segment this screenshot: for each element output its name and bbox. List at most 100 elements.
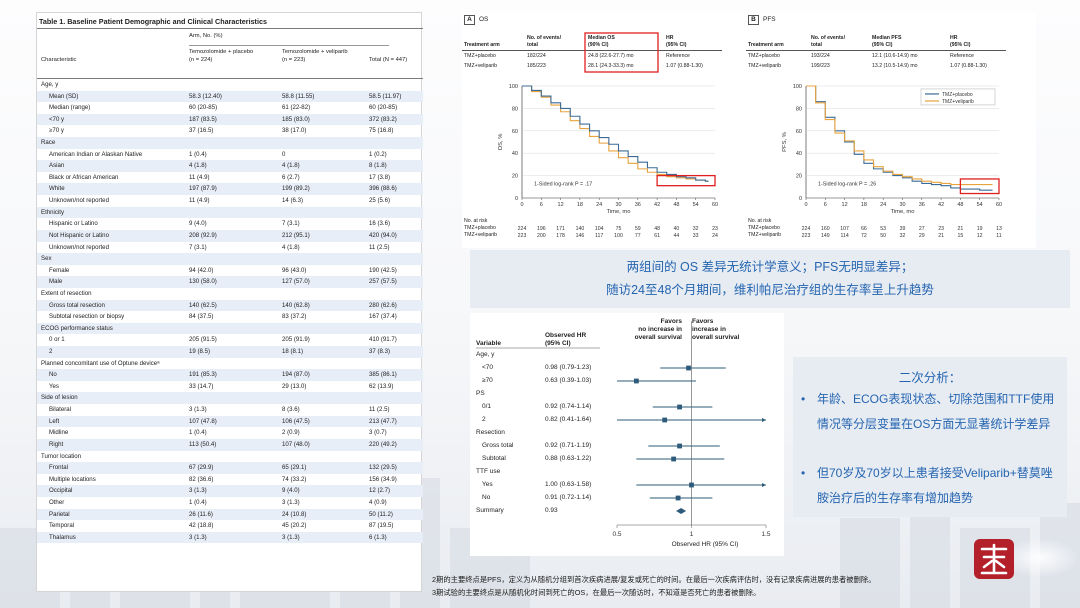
table-cell-placebo: 1 (0.4) xyxy=(189,498,207,506)
table-row: No 191 (85.3) 194 (87.0) 385 (86.1) xyxy=(37,369,423,381)
table-cell-label: ≥70 y xyxy=(49,127,64,135)
pfs-header-arm: Treatment arm xyxy=(748,42,784,48)
table-cell-placebo: 205 (91.5) xyxy=(189,336,217,344)
y-tick-label: 0 xyxy=(799,196,802,202)
os-header-rule xyxy=(462,50,722,51)
table-cell-placebo: 84 (37.5) xyxy=(189,313,214,321)
os-row1-arm: TMZ+placebo xyxy=(464,53,496,59)
at-risk-count: 100 xyxy=(614,233,623,239)
table-cell-placebo: 191 (85.3) xyxy=(189,371,217,379)
pfs-header-rule xyxy=(746,50,1006,51)
x-axis-label: Time, mo xyxy=(607,209,631,215)
summary-line-1: 两组间的 OS 差异无统计学意义；PFS无明显差异； xyxy=(626,260,914,274)
table-cell-veliparib: 0 xyxy=(282,150,286,158)
table-cell-label: Asian xyxy=(49,162,65,170)
table-cell-total: 190 (42.5) xyxy=(369,266,397,274)
x-tick-label: 54 xyxy=(977,202,983,208)
x-tick-label: 12 xyxy=(842,202,848,208)
pfs-row1-events: 193/224 xyxy=(811,53,830,59)
pfs-at-risk-veliparib-label: TMZ+veliparib xyxy=(748,232,782,238)
table-cell-placebo: 107 (47.8) xyxy=(189,417,217,425)
table-row: Ethnicity xyxy=(37,206,423,219)
forest-row-label: Gross total xyxy=(482,442,514,449)
table-cell-label: Midline xyxy=(49,429,69,437)
table-cell-label: Female xyxy=(49,266,70,274)
os-row2-arm: TMZ+veliparib xyxy=(464,63,498,69)
forest-favors-right-3: overall survival xyxy=(692,334,740,341)
table-row: Temporal 42 (18.8) 45 (20.2) 87 (19.5) xyxy=(37,520,423,532)
seal-logo-icon xyxy=(974,539,1014,579)
table-cell-placebo: 187 (83.5) xyxy=(189,115,217,123)
os-panel-letter: A xyxy=(464,15,475,25)
table-cell-veliparib: 127 (57.0) xyxy=(282,278,310,286)
table-cell-label: Temporal xyxy=(49,522,75,530)
forest-row-label: Subtotal xyxy=(482,455,506,462)
forest-row-label: Summary xyxy=(476,507,504,514)
table-cell-label: No xyxy=(49,371,57,379)
table-cell-veliparib: 185 (83.0) xyxy=(282,115,310,123)
x-tick-label: 48 xyxy=(673,202,679,208)
forest-row-ci: 0.92 (0.74-1.14) xyxy=(545,403,592,410)
table-cell-placebo: 113 (50.4) xyxy=(189,440,217,448)
y-tick-label: 100 xyxy=(793,84,802,90)
table-cell-placebo: 82 (36.6) xyxy=(189,475,214,483)
x-tick-label: 6 xyxy=(824,202,827,208)
logrank-label: 1-Sided log-rank P = .26 xyxy=(818,182,876,188)
footnote-1: 2期的主要终点是PFS，定义为从随机分组到首次疾病进展/复发或死亡的时间。在最后… xyxy=(432,575,876,584)
table-row: Median (range) 60 (20-85) 61 (22-82) 60 (20… xyxy=(37,102,423,114)
table-cell-label: Unknown/not reported xyxy=(49,243,109,251)
pfs-panel-letter: B xyxy=(748,15,759,25)
table-cell-placebo: 130 (58.0) xyxy=(189,278,217,286)
table-cell-placebo: 37 (16.5) xyxy=(189,127,214,135)
table-cell-total: 50 (11.2) xyxy=(369,510,393,518)
table-cell-label: Unknown/not reported xyxy=(49,197,109,205)
table-row: Yes 33 (14.7) 29 (13.0) 62 (13.9) xyxy=(37,381,423,393)
baseline-characteristics-table: Table 1. Baseline Patient Demographic an… xyxy=(36,12,423,592)
bullet-dot-icon: • xyxy=(801,466,806,480)
hr-point xyxy=(633,378,639,384)
forest-favors-left-3: overall survival xyxy=(634,334,682,341)
forest-row-ci: 0.63 (0.39-1.03) xyxy=(545,377,592,384)
os-row1-hr: Reference xyxy=(666,53,690,59)
legend-label-veliparib: TMZ+veliparib xyxy=(942,99,974,105)
x-axis-label: Time, mo xyxy=(891,209,915,215)
os-row2-hr: 1.07 (0.88-1.30) xyxy=(666,63,703,69)
at-risk-count: 32 xyxy=(693,226,699,232)
table-cell-label: Extent of resection xyxy=(41,289,92,297)
table-cell-label: Age, y xyxy=(41,81,59,88)
table-cell-total: 396 (88.6) xyxy=(369,185,397,193)
table-header-characteristic: Characteristic xyxy=(41,57,77,63)
at-risk-count: 29 xyxy=(919,233,925,239)
forest-row-label: ≥70 xyxy=(482,377,493,384)
os-header-events-2: total xyxy=(527,42,538,48)
pfs-row1-arm: TMZ+placebo xyxy=(748,53,780,59)
y-tick-label: 100 xyxy=(509,84,518,90)
table-cell-placebo: 4 (1.8) xyxy=(189,162,207,170)
table-row: Black or African American 11 (4.9) 6 (2.7)… xyxy=(37,172,423,184)
table-row: Parietal 26 (11.6) 24 (10.8) 50 (11.2) xyxy=(37,508,423,521)
at-risk-count: 117 xyxy=(595,233,603,239)
at-risk-count: 59 xyxy=(635,226,641,232)
table-cell-label: Sex xyxy=(41,255,52,263)
pfs-row2-arm: TMZ+veliparib xyxy=(748,63,782,69)
at-risk-count: 160 xyxy=(821,226,830,232)
table-cell-placebo: 208 (92.9) xyxy=(189,231,217,239)
table-row: Sex xyxy=(37,253,423,265)
table-row: Age, y xyxy=(37,79,423,91)
y-tick-label: 60 xyxy=(796,129,802,135)
table-row: American Indian or Alaskan Native 1 (0.4)… xyxy=(37,149,423,161)
at-risk-count: 140 xyxy=(576,226,585,232)
table-row: Multiple locations 82 (36.6) 74 (33.2) 156 … xyxy=(37,474,423,486)
table-cell-total: 11 (2.5) xyxy=(369,243,390,251)
table-cell-veliparib: 9 (4.0) xyxy=(282,487,300,495)
table-cell-total: 25 (5.6) xyxy=(369,197,391,205)
table-cell-total: 3 (0.7) xyxy=(369,429,387,437)
table-cell-veliparib: 106 (47.5) xyxy=(282,417,310,425)
table-cell-placebo: 94 (42.0) xyxy=(189,266,214,274)
at-risk-count: 66 xyxy=(861,226,867,232)
table-cell-veliparib: 58.8 (11.55) xyxy=(282,92,315,100)
analysis-bullet-1-text: 年龄、ECOG表现状态、切除范围和TTF使用情况等分层变量在OS方面无显著统计学… xyxy=(817,392,1055,431)
table-title: Table 1. Baseline Patient Demographic an… xyxy=(39,17,267,26)
table-cell-placebo: 1 (0.4) xyxy=(189,429,207,437)
x-tick-label: 36 xyxy=(919,202,925,208)
